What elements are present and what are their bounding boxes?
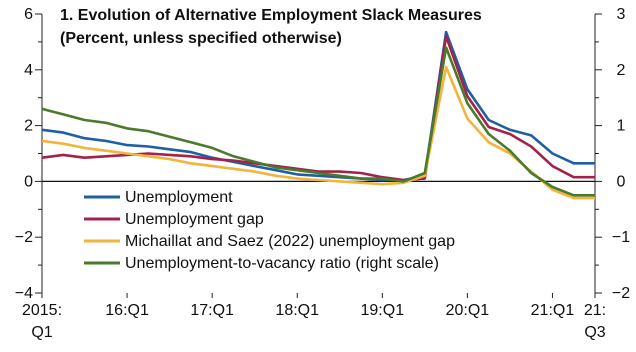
series-line-2	[41, 34, 595, 182]
title-block: 1. Evolution of Alternative Employment S…	[60, 7, 482, 47]
x-axis-tick-label: 21:Q1	[531, 302, 575, 319]
x-axis-tick-label-line: 16:Q1	[105, 302, 149, 319]
x-axis-tick-label-line: 21:Q1	[531, 302, 575, 319]
legend-label-1: Unemployment	[125, 189, 233, 206]
right-axis-tick-label: 3	[617, 6, 626, 23]
x-axis-tick-label: 20:Q1	[446, 302, 490, 319]
left-axis-tick-label: −4	[15, 285, 33, 302]
series-line-4	[41, 46, 595, 197]
x-axis-tick-label: 18:Q1	[275, 302, 319, 319]
left-axis-tick-label: 0	[24, 173, 33, 190]
x-axis-tick-label-line: Q1	[31, 324, 52, 341]
left-axis-tick-label: −2	[15, 229, 33, 246]
x-axis-tick-label-line: 21:	[584, 302, 606, 319]
chart-subtitle: (Percent, unless specified otherwise)	[60, 30, 342, 47]
axes: 6 4 2 0 −2 −4 3 2 1 0 −1 −2 2015: Q1 16:Q1 17:Q1 18:Q1 19…	[15, 6, 630, 341]
left-axis-tick-label: 6	[24, 6, 33, 23]
x-axis-tick-label-line: 18:Q1	[275, 302, 319, 319]
right-axis-tick-label: 2	[617, 62, 626, 79]
x-axis-tick-label-line: 17:Q1	[190, 302, 234, 319]
x-axis-tick-label-line: 20:Q1	[446, 302, 490, 319]
series-line-3	[41, 65, 595, 200]
x-axis-tick-label-line: Q3	[584, 324, 605, 341]
chart-title: 1. Evolution of Alternative Employment S…	[60, 7, 482, 24]
x-axis-tick-label: 2015: Q1	[22, 302, 62, 341]
right-axis-tick-label: −2	[612, 285, 630, 302]
x-axis-tick-label-line: 2015:	[22, 302, 62, 319]
right-axis-tick-label: −1	[612, 229, 630, 246]
legend-label-3: Michaillat and Saez (2022) unemployment …	[125, 233, 455, 250]
left-axis-tick-label: 4	[24, 62, 33, 79]
legend: Unemployment Unemployment gap Michaillat a…	[84, 189, 455, 272]
series-layer	[41, 30, 595, 200]
left-axis-tick-label: 2	[24, 118, 33, 135]
x-axis-tick-label: 17:Q1	[190, 302, 234, 319]
legend-label-4: Unemployment-to-vacancy ratio (right sca…	[125, 255, 439, 272]
x-axis-tick-label: 16:Q1	[105, 302, 149, 319]
series-line-1	[41, 30, 595, 182]
right-axis-tick-label: 1	[617, 118, 626, 135]
x-axis-tick-label: 19:Q1	[361, 302, 405, 319]
legend-label-2: Unemployment gap	[125, 211, 264, 228]
right-axis-tick-label: 0	[617, 173, 626, 190]
x-axis-tick-label: 21: Q3	[584, 302, 606, 341]
x-axis-tick-label-line: 19:Q1	[361, 302, 405, 319]
